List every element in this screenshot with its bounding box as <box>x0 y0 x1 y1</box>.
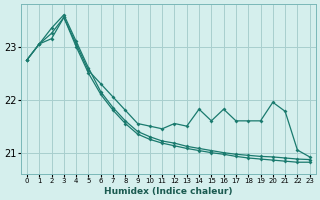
X-axis label: Humidex (Indice chaleur): Humidex (Indice chaleur) <box>104 187 233 196</box>
